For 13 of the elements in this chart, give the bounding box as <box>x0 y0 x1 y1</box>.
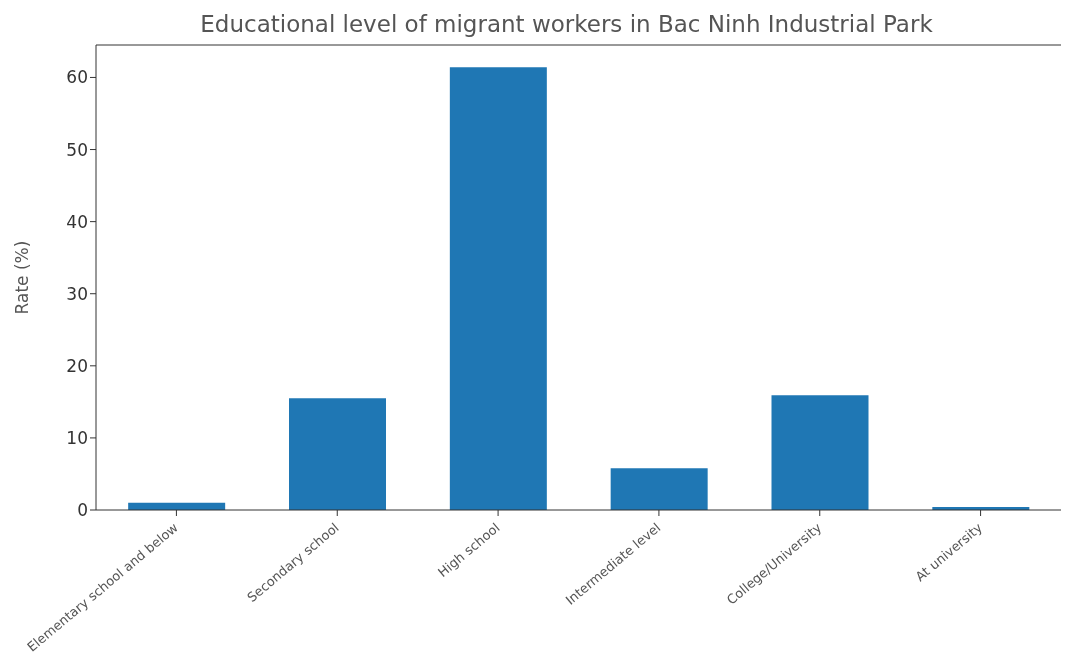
bar <box>449 67 547 510</box>
bar <box>610 468 708 510</box>
y-tick-label: 40 <box>66 211 88 232</box>
y-tick-label: 30 <box>66 283 88 304</box>
y-tick-label: 10 <box>66 427 88 448</box>
y-axis-title: Rate (%) <box>12 240 33 315</box>
y-tick-label: 0 <box>77 500 88 521</box>
y-tick-label: 60 <box>66 67 88 88</box>
chart-title: Educational level of migrant workers in Bac Ninh Industrial Park <box>199 10 934 39</box>
y-tick-label: 20 <box>66 355 88 376</box>
y-tick-label: 50 <box>66 139 88 160</box>
bar <box>771 395 869 510</box>
bar <box>289 398 386 510</box>
